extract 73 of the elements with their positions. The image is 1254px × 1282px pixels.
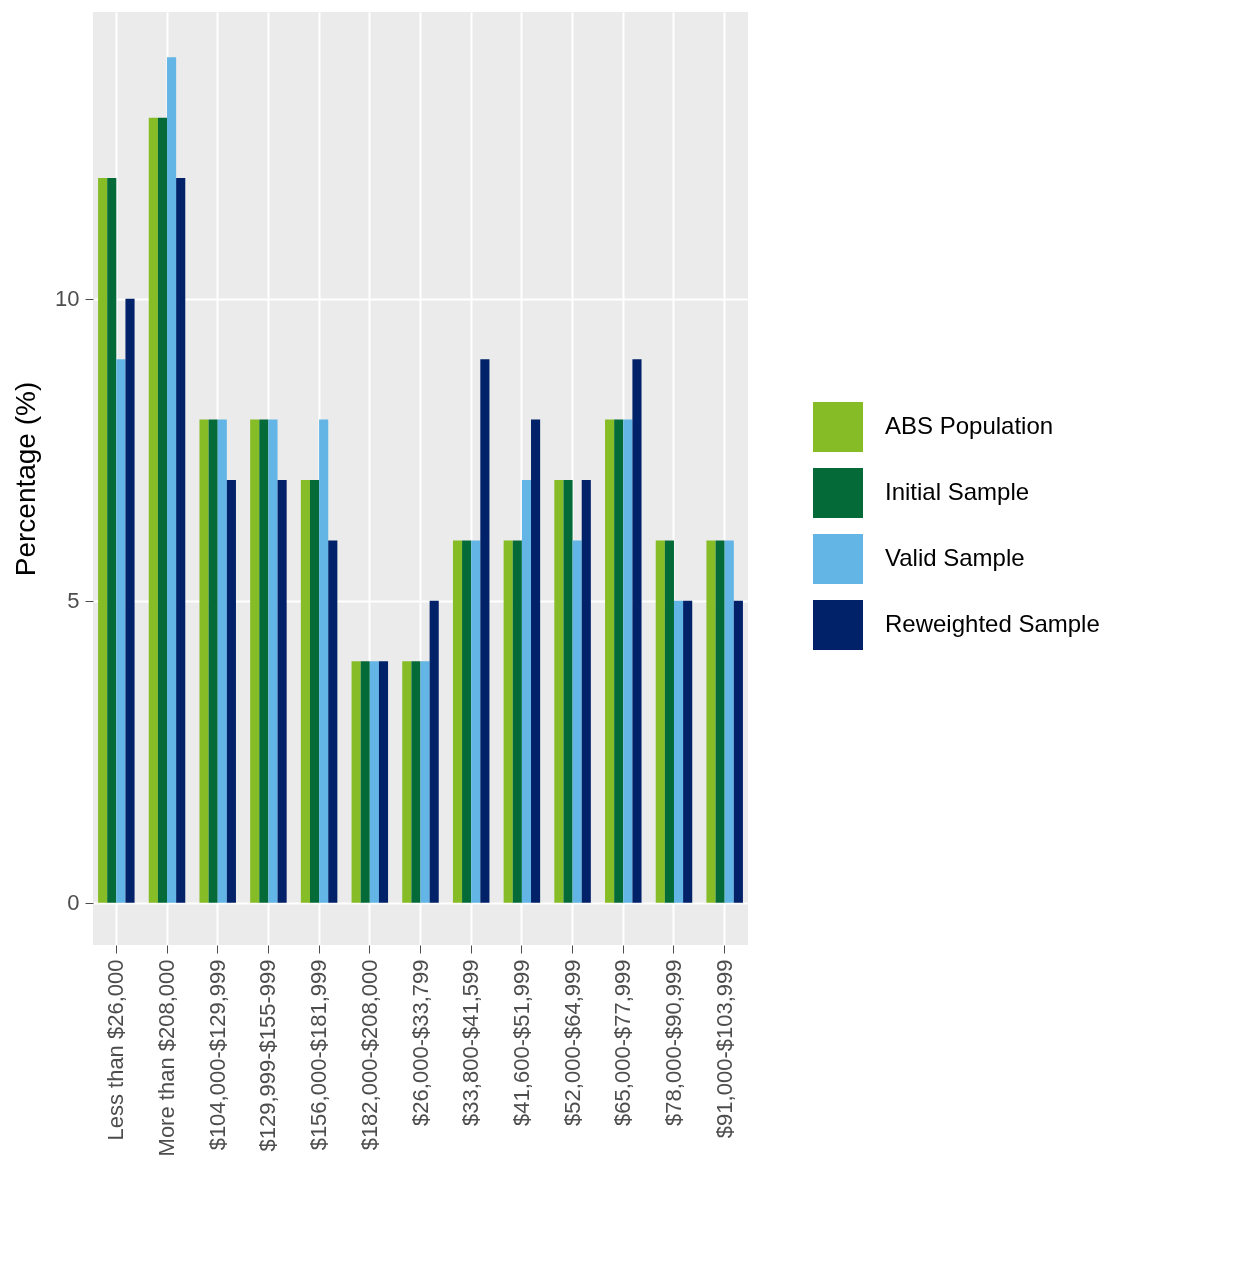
- bar: [655, 540, 665, 903]
- bar: [673, 600, 684, 903]
- bar: [98, 178, 108, 903]
- bar: [664, 540, 674, 903]
- bar: [724, 540, 734, 903]
- bar: [277, 480, 287, 903]
- x-tick-label: $33,800-$41,599: [458, 959, 484, 1126]
- bar: [328, 540, 338, 903]
- bar: [411, 661, 421, 903]
- bar: [706, 540, 716, 903]
- y-axis-title: Percentage (%): [10, 381, 42, 577]
- legend-label: ABS Population: [885, 412, 1054, 439]
- x-tick-label: $78,000-$90,999: [660, 959, 686, 1126]
- bar: [572, 540, 582, 903]
- bar: [360, 661, 370, 903]
- bar: [420, 661, 430, 903]
- bar: [715, 540, 725, 903]
- bar: [480, 359, 490, 903]
- x-tick-label: $26,000-$33,799: [407, 959, 433, 1126]
- bar: [521, 480, 532, 903]
- bar: [259, 419, 269, 903]
- bar: [531, 419, 541, 903]
- bar: [452, 540, 463, 903]
- y-tick-label: 10: [55, 286, 80, 312]
- bar: [733, 600, 743, 903]
- bar: [378, 661, 389, 903]
- legend-label: Reweighted Sample: [885, 610, 1100, 637]
- bar: [250, 419, 260, 903]
- bar: [605, 419, 615, 903]
- x-tick-label: $129,999-$155-999: [255, 959, 281, 1152]
- bar: [107, 178, 117, 903]
- bar: [402, 661, 412, 903]
- x-tick-label: $65,000-$77,999: [610, 959, 636, 1126]
- x-tick-label: Less than $26,000: [103, 959, 129, 1141]
- x-tick-label: $182,000-$208,000: [356, 959, 382, 1151]
- x-tick-label: $41,600-$51,999: [508, 959, 534, 1126]
- bar: [429, 600, 439, 903]
- bar: [581, 480, 591, 903]
- y-tick-label: 0: [67, 890, 80, 916]
- x-tick-label: $156,000-$181,999: [306, 959, 332, 1151]
- bar: [369, 661, 379, 903]
- bar: [623, 419, 633, 903]
- bar: [300, 480, 310, 903]
- x-tick-label: $104,000-$129,999: [204, 959, 230, 1151]
- bar: [199, 419, 209, 903]
- bar: [554, 480, 564, 903]
- bar: [471, 540, 481, 903]
- bar: [319, 419, 329, 903]
- bar: [116, 359, 126, 903]
- bar: [217, 419, 227, 903]
- bar: [462, 540, 472, 903]
- y-tick-label: 5: [67, 588, 80, 614]
- bar: [512, 540, 522, 903]
- bar: [503, 540, 513, 903]
- x-tick-label: $91,000-$103,999: [711, 959, 737, 1139]
- bar: [148, 117, 158, 903]
- x-tick-label: More than $208,000: [154, 959, 180, 1157]
- bar: [683, 600, 693, 903]
- bar: [125, 298, 135, 903]
- bar: [268, 419, 278, 903]
- bar: [176, 178, 186, 903]
- bar: [157, 117, 168, 903]
- bar: [309, 480, 320, 903]
- legend-label: Initial Sample: [885, 478, 1030, 505]
- bar: [351, 661, 361, 903]
- legend-label: Valid Sample: [885, 544, 1025, 571]
- bar: [208, 419, 218, 903]
- bar: [632, 359, 642, 903]
- x-tick-label: $52,000-$64,999: [559, 959, 585, 1126]
- bar: [614, 419, 624, 903]
- bar: [167, 57, 177, 903]
- bar: [563, 480, 573, 903]
- bar: [226, 480, 236, 903]
